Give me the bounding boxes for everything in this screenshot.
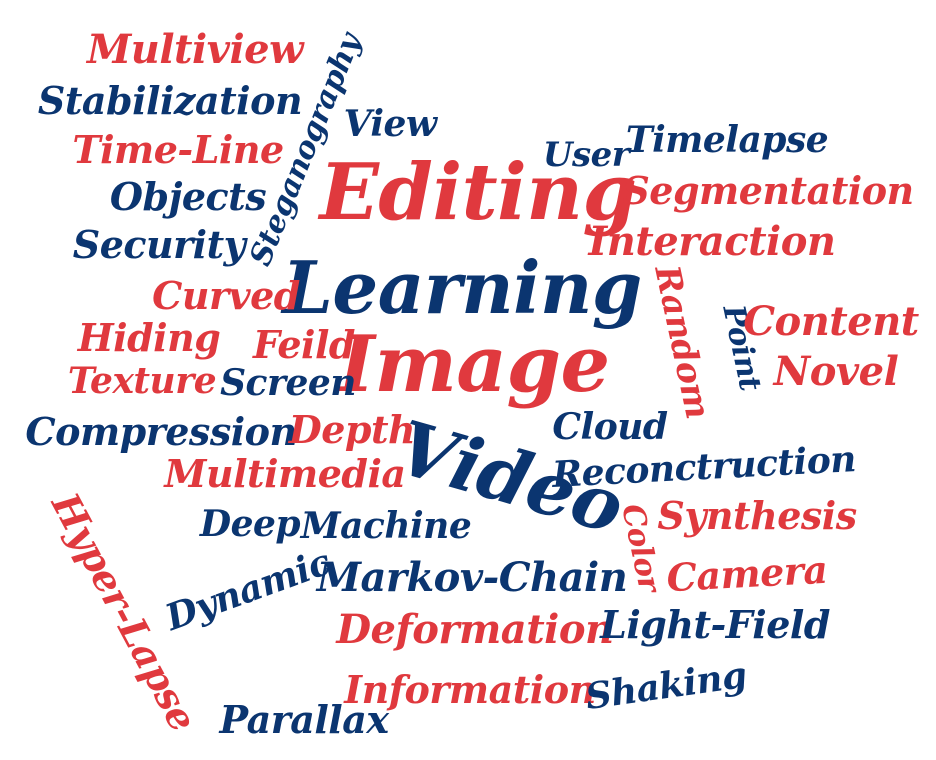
word-camera: Camera — [665, 546, 829, 601]
word-editing: Editing — [319, 147, 637, 238]
word-image: Image — [338, 319, 610, 410]
word-reconctruction: Reconctruction — [551, 438, 857, 496]
word-dynamic: Dynamic — [160, 540, 336, 640]
word-novel: Novel — [773, 348, 899, 395]
word-user: User — [542, 135, 630, 175]
word-parallax: Parallax — [219, 697, 389, 742]
word-segmentation: Segmentation — [622, 168, 914, 213]
word-stabilization: Stabilization — [37, 78, 303, 123]
word-security: Security — [72, 222, 246, 267]
word-multiview: Multiview — [86, 26, 304, 73]
word-feild: Feild — [252, 322, 356, 367]
word-objects: Objects — [109, 174, 267, 219]
word-hiding: Hiding — [77, 315, 221, 360]
word-curved: Curved — [152, 273, 300, 318]
word-interaction: Interaction — [588, 218, 837, 265]
word-information: Information — [344, 667, 596, 712]
word-light-field: Light-Field — [600, 602, 830, 647]
word-machine: Machine — [300, 505, 472, 547]
word-view: View — [343, 103, 437, 145]
word-deep: Deep — [199, 503, 301, 545]
word-random: Random — [646, 261, 718, 423]
word-compression: Compression — [25, 409, 297, 454]
word-multimedia: Multimedia — [164, 451, 406, 496]
word-screen: Screen — [220, 362, 356, 404]
word-synthesis: Synthesis — [657, 493, 857, 538]
word-content: Content — [743, 298, 919, 345]
word-timelapse: Timelapse — [625, 119, 829, 161]
word-cloud: Cloud — [552, 406, 668, 448]
word-depth: Depth — [288, 407, 416, 452]
word-deformation: Deformation — [336, 606, 614, 653]
word-shaking: Shaking — [582, 653, 750, 719]
word-learning: Learning — [282, 245, 642, 330]
word-texture: Texture — [67, 360, 217, 402]
word-time-line: Time-Line — [72, 127, 284, 172]
word-markov-chain: Markov-Chain — [316, 554, 628, 601]
